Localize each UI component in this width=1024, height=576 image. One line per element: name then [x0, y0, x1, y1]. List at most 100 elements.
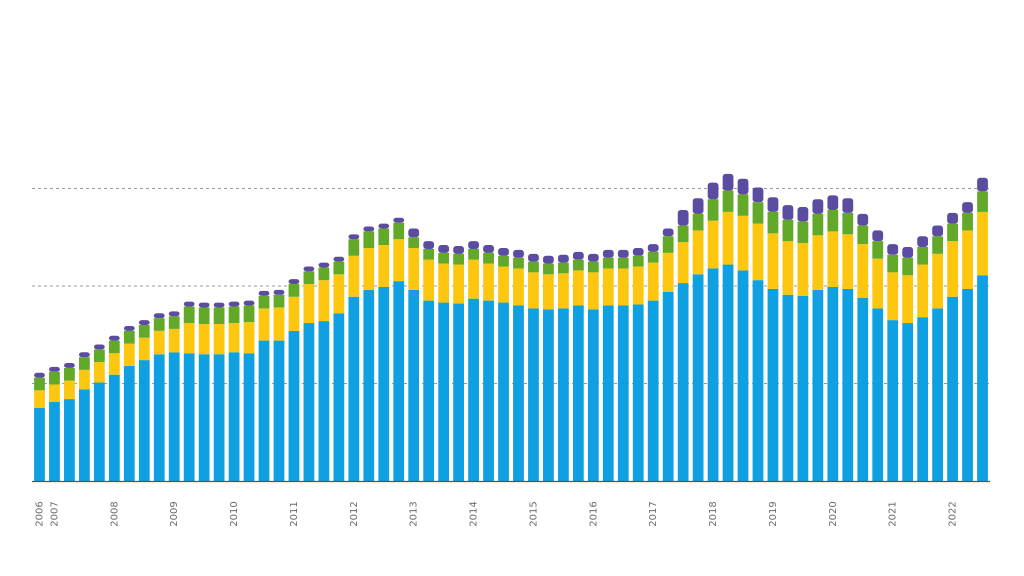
x-tick-label-2017: 2017: [648, 501, 659, 526]
bar-segment-s1-47: [722, 264, 734, 481]
x-tick-label-2021: 2021: [888, 501, 899, 526]
bar-segment-s3-44: [677, 225, 689, 243]
bar-segment-s4-52: [797, 207, 809, 222]
bar-segment-s4-38: [587, 253, 599, 262]
bar-segment-s3-27: [423, 248, 435, 260]
bar-segment-s4-61: [932, 225, 943, 237]
bar-segment-s3-52: [797, 221, 809, 244]
bar-segment-s4-35: [543, 255, 554, 264]
bar-segment-s2-6: [108, 353, 120, 375]
bar-segment-s1-45: [692, 274, 704, 481]
bar-segment-s4-47: [722, 173, 734, 191]
bar-segment-s1-34: [528, 308, 539, 481]
bar-segment-s2-50: [767, 233, 779, 289]
bar-segment-s3-51: [782, 219, 794, 242]
bar-segment-s2-41: [632, 266, 644, 305]
bar-segment-s2-32: [498, 266, 509, 303]
bar-segment-s4-49: [752, 187, 764, 203]
bar-segment-s4-36: [558, 254, 569, 263]
bar-segment-s3-43: [662, 236, 674, 253]
bar-segment-s2-7: [123, 343, 135, 366]
bar-segment-s1-59: [902, 323, 914, 481]
bar-segment-s2-36: [558, 273, 569, 309]
x-tick-label-2014: 2014: [469, 501, 480, 526]
bar-segment-s3-11: [183, 306, 195, 324]
bar-segment-s1-31: [483, 300, 494, 482]
bar-segment-s2-28: [438, 263, 450, 303]
x-tick-label-2015: 2015: [528, 501, 539, 526]
bar-segment-s3-57: [872, 241, 884, 259]
bar-segment-s3-5: [93, 349, 105, 363]
bar-segment-s3-36: [558, 262, 569, 274]
x-tick-label-2009: 2009: [169, 501, 180, 526]
bar-segment-s4-26: [408, 228, 420, 238]
bar-segment-s2-12: [198, 324, 210, 355]
bar-segment-s2-60: [917, 264, 929, 318]
bar-segment-s3-56: [857, 225, 869, 245]
bar-segment-s3-38: [587, 261, 599, 273]
bar-segment-s2-45: [692, 230, 704, 275]
bar-segment-s4-12: [198, 302, 210, 308]
bar-segment-s4-32: [498, 247, 509, 256]
bar-segment-s1-27: [423, 300, 435, 482]
bar-segment-s1-51: [782, 294, 794, 481]
bar-segment-s4-44: [677, 209, 689, 226]
bar-segment-s4-46: [707, 182, 719, 200]
bar-segment-s3-14: [228, 306, 240, 324]
x-tick-label-2016: 2016: [588, 501, 599, 526]
bar-segment-s2-9: [153, 330, 165, 355]
bar-segment-s1-61: [932, 308, 943, 481]
bar-segment-s4-56: [857, 213, 869, 226]
bar-segment-s2-59: [902, 275, 914, 324]
bar-segment-s4-57: [872, 230, 884, 242]
bar-segment-s4-9: [153, 313, 165, 319]
bar-segment-s2-56: [857, 244, 869, 298]
bar-segment-s2-57: [872, 258, 884, 309]
bar-segment-s2-26: [408, 247, 420, 290]
bar-segment-s4-51: [782, 205, 794, 220]
bar-segment-s4-30: [468, 241, 479, 249]
bar-segment-s4-22: [348, 234, 360, 240]
bar-segment-s1-21: [333, 313, 345, 481]
bar-segment-s1-35: [543, 309, 554, 481]
bar-segment-s3-10: [168, 316, 180, 329]
bar-segment-s3-2: [49, 371, 60, 385]
bar-segment-s3-33: [513, 257, 524, 269]
bar-segment-s3-23: [363, 231, 375, 248]
bar-segment-s4-33: [513, 249, 524, 258]
bar-segment-s2-64: [977, 211, 988, 276]
bar-segment-s4-13: [213, 302, 225, 308]
bar-segment-s3-21: [333, 261, 345, 275]
bar-segment-s2-47: [722, 211, 734, 265]
bar-segment-s1-5: [93, 382, 105, 481]
bar-segment-s2-20: [318, 280, 330, 322]
bar-segment-s2-23: [363, 247, 375, 290]
x-tick-label-2010: 2010: [229, 501, 240, 526]
bar-segment-s1-64: [977, 275, 988, 481]
bar-segment-s3-7: [123, 330, 135, 344]
bar-segment-s4-58: [887, 244, 899, 255]
bar-segment-s1-24: [378, 286, 390, 482]
bar-segment-s1-52: [797, 295, 809, 481]
bar-segment-s2-27: [423, 259, 435, 301]
bar-segment-s1-60: [917, 317, 929, 481]
x-tick-label-2006: 2006: [34, 501, 45, 526]
bar-segment-s3-30: [468, 248, 479, 260]
bar-segment-s4-5: [93, 344, 105, 350]
bar-segment-s2-54: [827, 231, 839, 287]
bar-segment-s2-1: [34, 390, 45, 408]
bar-segment-s3-45: [692, 213, 704, 231]
bar-segment-s4-42: [647, 244, 659, 252]
bar-segment-s3-62: [947, 223, 958, 242]
bar-segment-s1-16: [258, 340, 270, 481]
bar-segment-s2-35: [543, 274, 554, 310]
bar-segment-s4-50: [767, 197, 779, 212]
bar-segment-s4-7: [123, 325, 135, 331]
bar-segment-s3-64: [977, 191, 988, 212]
bar-segment-s1-41: [632, 304, 644, 481]
bar-segment-s2-31: [483, 263, 494, 301]
bar-segment-s4-29: [453, 246, 464, 254]
bar-segment-s4-21: [333, 256, 345, 262]
bar-segment-s4-59: [902, 247, 914, 258]
bar-segment-s2-17: [273, 307, 285, 341]
